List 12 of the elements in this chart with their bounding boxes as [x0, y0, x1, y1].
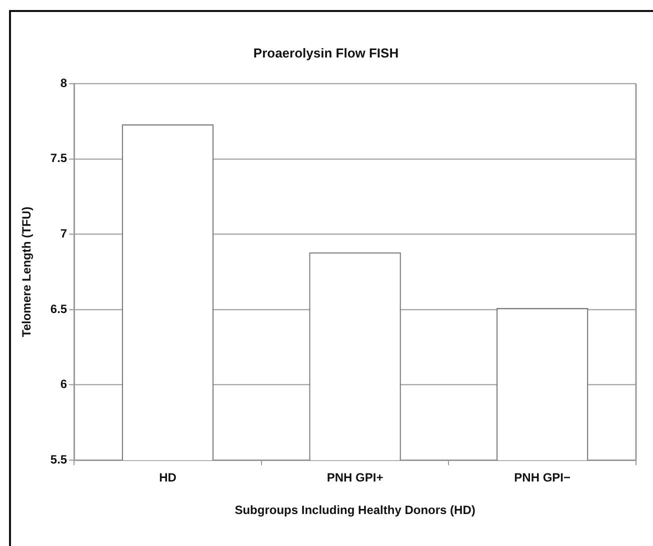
y-tick-label: 7.5 — [50, 151, 68, 166]
x-tick-label: PNH GPI+ — [326, 470, 384, 485]
y-tick-label: 8 — [60, 76, 68, 90]
y-axis-title: Telomere Length (TFU) — [20, 206, 34, 338]
y-tick-label: 7 — [60, 226, 68, 241]
x-axis-title: Subgroups Including Healthy Donors (HD) — [234, 503, 476, 518]
y-tick-label: 6 — [60, 377, 68, 392]
x-tick-label: PNH GPI− — [514, 470, 571, 485]
chart-title: Proaerolysin Flow FISH — [253, 45, 399, 60]
y-tick-label: 5.5 — [50, 452, 68, 467]
x-tick-label: HD — [159, 470, 177, 485]
y-tick-label: 6.5 — [50, 302, 68, 316]
